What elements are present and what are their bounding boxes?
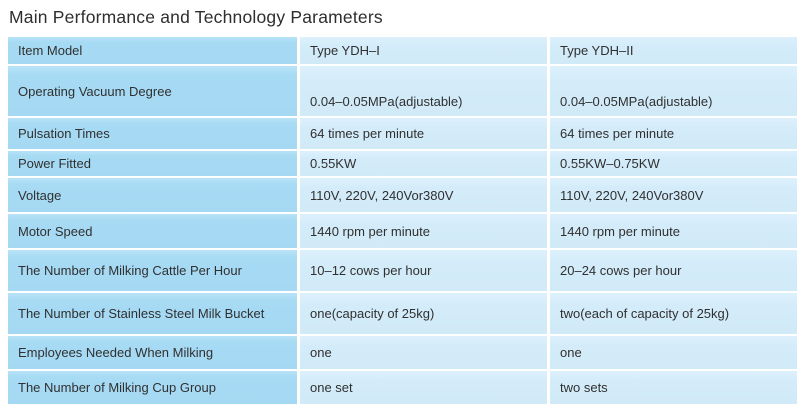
row-label-voltage: Voltage [8,178,297,212]
row-label-stainless-steel-milk-bucket: The Number of Stainless Steel Milk Bucke… [8,293,297,334]
header-type-ydh2: Type YDH–II [550,37,797,64]
table-row: Employees Needed When Milking one one [8,336,797,369]
row-value-ydh1: one(capacity of 25kg) [300,293,547,334]
header-item-model: Item Model [8,37,297,64]
row-value-ydh1: one set [300,371,547,404]
table-row: Operating Vacuum Degree 0.04–0.05MPa(adj… [8,66,797,116]
row-label-operating-vacuum-degree: Operating Vacuum Degree [8,66,297,116]
table-row: Power Fitted 0.55KW 0.55KW–0.75KW [8,151,797,176]
header-type-ydh1: Type YDH–I [300,37,547,64]
row-value-ydh2: 64 times per minute [550,118,797,149]
table-row: The Number of Milking Cup Group one set … [8,371,797,404]
row-value-ydh1: 64 times per minute [300,118,547,149]
row-value-ydh1: 0.55KW [300,151,547,176]
page-title: Main Performance and Technology Paramete… [9,7,383,27]
row-value-ydh2: 20–24 cows per hour [550,250,797,291]
table-row: The Number of Milking Cattle Per Hour 10… [8,250,797,291]
table-row: Voltage 110V, 220V, 240Vor380V 110V, 220… [8,178,797,212]
row-label-motor-speed: Motor Speed [8,214,297,248]
table-row: The Number of Stainless Steel Milk Bucke… [8,293,797,334]
row-value-ydh2: 1440 rpm per minute [550,214,797,248]
row-label-pulsation-times: Pulsation Times [8,118,297,149]
row-value-ydh2: 0.04–0.05MPa(adjustable) [550,66,797,116]
row-label-power-fitted: Power Fitted [8,151,297,176]
row-value-ydh1: one [300,336,547,369]
table-row: Pulsation Times 64 times per minute 64 t… [8,118,797,149]
row-value-ydh2: 110V, 220V, 240Vor380V [550,178,797,212]
row-value-ydh2: two sets [550,371,797,404]
row-label-milking-cup-group: The Number of Milking Cup Group [8,371,297,404]
row-label-employees-needed-when-milking: Employees Needed When Milking [8,336,297,369]
row-value-ydh1: 0.04–0.05MPa(adjustable) [300,66,547,116]
row-value-ydh2: one [550,336,797,369]
row-value-ydh1: 110V, 220V, 240Vor380V [300,178,547,212]
row-value-ydh1: 10–12 cows per hour [300,250,547,291]
row-value-ydh2: two(each of capacity of 25kg) [550,293,797,334]
row-value-ydh2: 0.55KW–0.75KW [550,151,797,176]
table-row: Motor Speed 1440 rpm per minute 1440 rpm… [8,214,797,248]
row-label-milking-cattle-per-hour: The Number of Milking Cattle Per Hour [8,250,297,291]
row-value-ydh1: 1440 rpm per minute [300,214,547,248]
spec-table: Item Model Type YDH–I Type YDH–II Operat… [5,35,800,406]
table-header-row: Item Model Type YDH–I Type YDH–II [8,37,797,64]
